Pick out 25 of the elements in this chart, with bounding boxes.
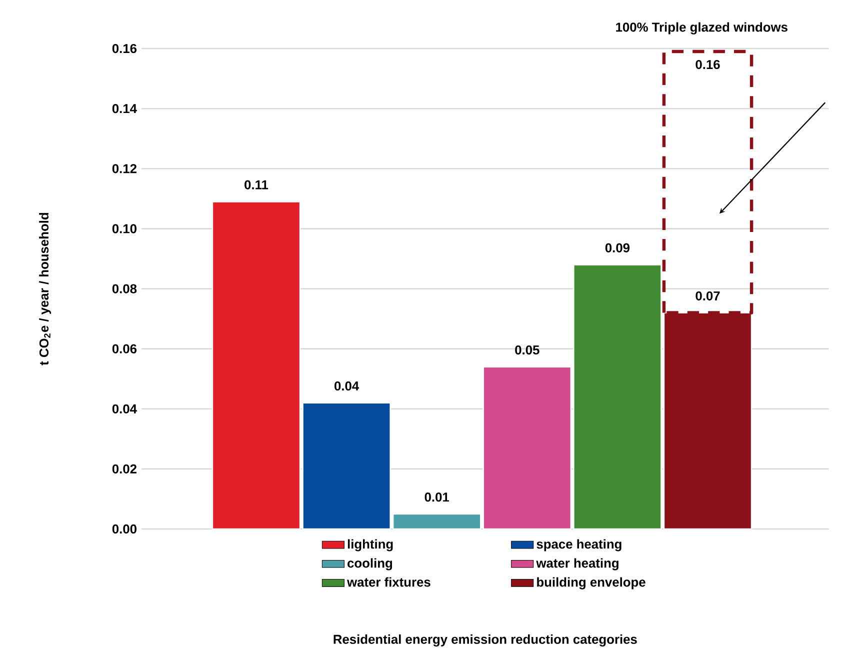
- y-tick-label: 0.04: [112, 404, 137, 414]
- y-tick-label: 0.00: [112, 524, 136, 534]
- y-tick-label: 0.02: [112, 464, 136, 474]
- y-tick-label: 0.12: [112, 164, 136, 174]
- legend-label: water heating: [536, 558, 618, 570]
- text: Residential energy emission reduction categories: [334, 634, 637, 646]
- y-tick-label: 0.14: [112, 104, 137, 114]
- total-label: 0.16: [696, 60, 720, 70]
- legend-label: water fixtures: [346, 577, 430, 587]
- legend-label: lighting: [348, 539, 393, 552]
- data-label: 0.01: [424, 492, 450, 502]
- data-label: 0.05: [515, 345, 540, 354]
- legend-label: space heating: [536, 539, 622, 552]
- y-tick-label: 0.08: [112, 284, 137, 294]
- y-tick-label: 0.16: [112, 44, 137, 54]
- data-label: 0.11: [244, 180, 268, 190]
- data-label: 0.09: [605, 243, 630, 252]
- y-tick-label: 0.10: [112, 224, 136, 234]
- y-tick-label: 0.06: [112, 344, 137, 354]
- data-label: 0.04: [334, 381, 360, 390]
- data-label: 0.07: [696, 291, 720, 300]
- y-axis-title: t CO$_{2}$e / year / household: [39, 212, 52, 366]
- legend-label: cooling: [348, 558, 392, 570]
- text: 100% Triple glazed windows: [616, 22, 788, 34]
- legend-label: building envelope: [537, 577, 646, 590]
